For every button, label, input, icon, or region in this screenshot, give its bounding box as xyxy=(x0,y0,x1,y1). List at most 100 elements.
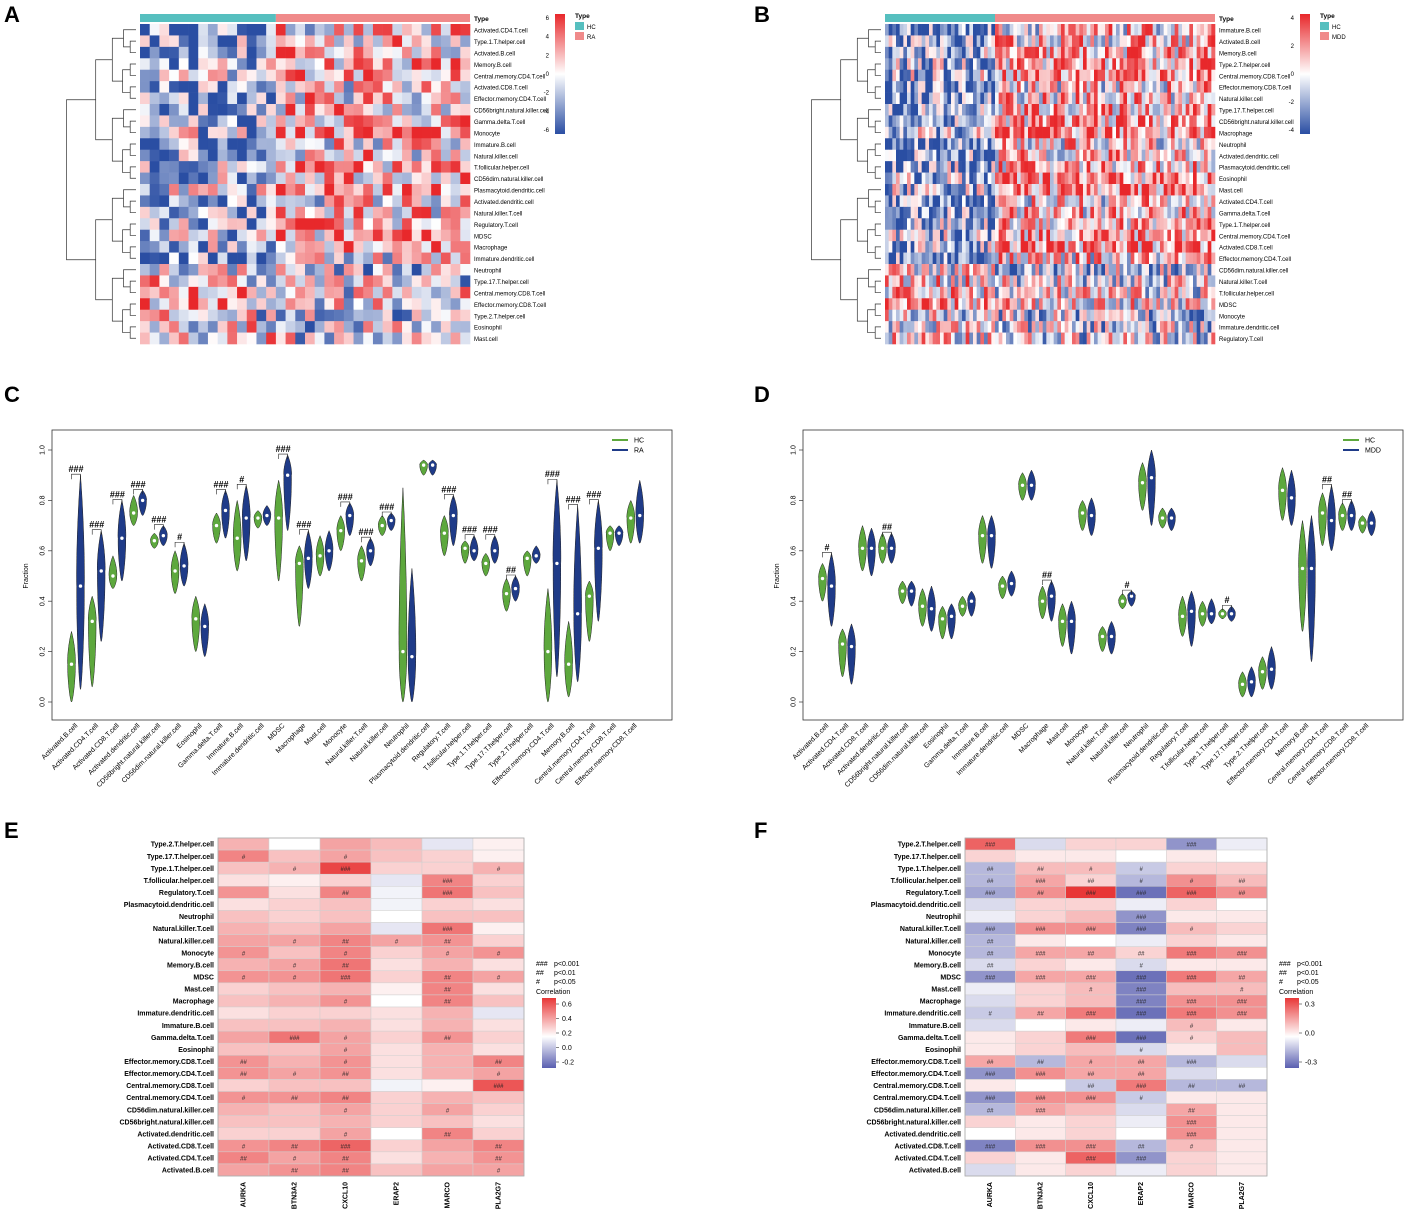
heatmap-cell xyxy=(275,184,286,196)
heatmap-cell xyxy=(896,218,900,231)
heatmap-cell xyxy=(285,206,296,219)
heatmap-cell xyxy=(1086,58,1091,71)
heatmap-cell xyxy=(1193,81,1197,93)
heatmap-cell xyxy=(962,184,966,196)
heatmap-cell xyxy=(421,184,432,196)
heatmap-cell xyxy=(207,286,218,299)
heatmap-cell xyxy=(1119,229,1124,242)
heatmap-cell xyxy=(237,264,248,276)
heatmap-cell xyxy=(1119,184,1124,196)
cell-significance: ### xyxy=(1186,1012,1197,1018)
heatmap-cell xyxy=(246,206,257,219)
heatmap-cell xyxy=(951,104,955,116)
cell-significance: ## xyxy=(495,1144,502,1150)
correlation-cell xyxy=(964,1151,1016,1165)
heatmap-cell xyxy=(991,104,996,116)
heatmap-cell xyxy=(1134,195,1139,208)
heatmap-cell xyxy=(991,69,996,82)
heatmap-cell xyxy=(1031,172,1036,185)
heatmap-cell xyxy=(914,104,919,116)
heatmap-cell xyxy=(198,275,209,288)
heatmap-cell xyxy=(217,264,228,276)
heatmap-cell xyxy=(1101,126,1106,139)
dendrogram-branch xyxy=(868,29,881,48)
heatmap-cell xyxy=(1101,115,1106,128)
heatmap-cell xyxy=(1064,138,1069,151)
heatmap-cell xyxy=(1152,104,1157,116)
heatmap-cell xyxy=(275,218,286,231)
heatmap-cell xyxy=(1002,298,1007,311)
correlation-cell xyxy=(472,910,525,923)
correlation-cell xyxy=(421,1163,474,1177)
heatmap-cell xyxy=(1046,298,1051,311)
heatmap-cell xyxy=(1145,264,1150,276)
heatmap-cell xyxy=(936,46,941,59)
heatmap-cell xyxy=(440,138,451,151)
heatmap-cell xyxy=(1035,46,1040,59)
row-label: Activated.CD8.T.cell xyxy=(147,1143,214,1150)
heatmap-cell xyxy=(1138,309,1142,322)
y-tick-label: 0.4 xyxy=(791,596,798,606)
heatmap-cell xyxy=(1167,92,1172,105)
heatmap-cell xyxy=(943,149,948,162)
heatmap-cell xyxy=(954,241,959,253)
heatmap-cell xyxy=(1020,115,1025,128)
correlation-cell xyxy=(421,1006,474,1020)
heatmap-cell xyxy=(885,298,889,311)
heatmap-cell xyxy=(1009,218,1014,231)
heatmap-cell xyxy=(140,206,151,219)
heatmap-cell xyxy=(1057,195,1062,208)
heatmap-cell xyxy=(295,172,306,185)
heatmap-cell xyxy=(1119,149,1124,162)
heatmap-cell xyxy=(903,184,908,196)
correlation-cell xyxy=(1216,958,1268,972)
correlation-cell xyxy=(472,922,525,935)
heatmap-cell xyxy=(914,195,919,208)
heatmap-cell xyxy=(217,81,228,93)
heatmap-cell xyxy=(1182,275,1186,288)
heatmap-cell xyxy=(1050,332,1054,345)
heatmap-cell xyxy=(910,104,915,116)
cell-significance: # xyxy=(344,1132,348,1138)
violin-hc xyxy=(67,631,76,703)
heatmap-cell xyxy=(932,35,937,48)
heatmap-cell xyxy=(246,58,257,71)
heatmap-cell xyxy=(947,149,952,162)
heatmap-cell xyxy=(1053,195,1058,208)
heatmap-cell xyxy=(217,104,228,116)
heatmap-cell xyxy=(363,218,374,231)
heatmap-cell xyxy=(1042,24,1047,36)
heatmap-cell xyxy=(885,332,889,345)
heatmap-cell xyxy=(885,69,889,82)
heatmap-cell xyxy=(1050,206,1054,219)
median-point xyxy=(1360,521,1365,525)
violin-ra xyxy=(635,480,644,544)
heatmap-cell xyxy=(973,172,977,185)
heatmap-cell xyxy=(991,58,996,71)
heatmap-cell xyxy=(305,286,316,299)
heatmap-cell xyxy=(1141,229,1146,242)
heatmap-cell xyxy=(1039,81,1043,93)
heatmap-cell xyxy=(1064,321,1069,333)
heatmap-cell xyxy=(965,252,970,265)
correlation-cell xyxy=(964,849,1016,863)
heatmap-cell xyxy=(995,24,999,36)
heatmap-cell xyxy=(178,126,189,139)
cell-significance: # xyxy=(497,1169,501,1175)
correlation-cell xyxy=(268,898,321,911)
heatmap-cell xyxy=(984,275,988,288)
heatmap-cell xyxy=(976,252,981,265)
heatmap-cell xyxy=(1167,126,1172,139)
cell-significance: ### xyxy=(1035,879,1046,885)
heatmap-cell xyxy=(940,161,944,173)
heatmap-cell xyxy=(892,309,897,322)
heatmap-cell xyxy=(936,229,941,242)
heatmap-cell xyxy=(954,24,959,36)
heatmap-cell xyxy=(943,252,948,265)
heatmap-cell xyxy=(198,298,209,311)
heatmap-cell xyxy=(1079,69,1084,82)
heatmap-cell xyxy=(1130,58,1135,71)
heatmap-cell xyxy=(1090,241,1095,253)
heatmap-cell xyxy=(943,241,948,253)
heatmap-cell xyxy=(305,252,316,265)
